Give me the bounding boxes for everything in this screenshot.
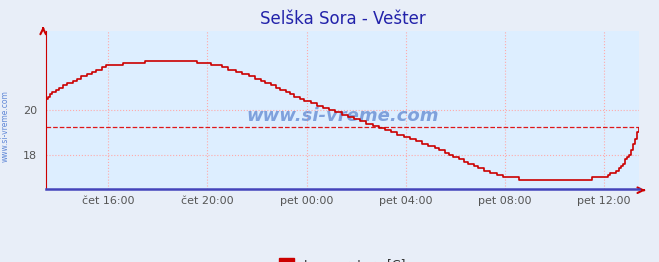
Text: www.si-vreme.com: www.si-vreme.com — [1, 90, 10, 162]
Text: www.si-vreme.com: www.si-vreme.com — [246, 107, 439, 125]
Legend: temperatura [C]: temperatura [C] — [274, 253, 411, 262]
Title: Selška Sora - Vešter: Selška Sora - Vešter — [260, 10, 426, 29]
